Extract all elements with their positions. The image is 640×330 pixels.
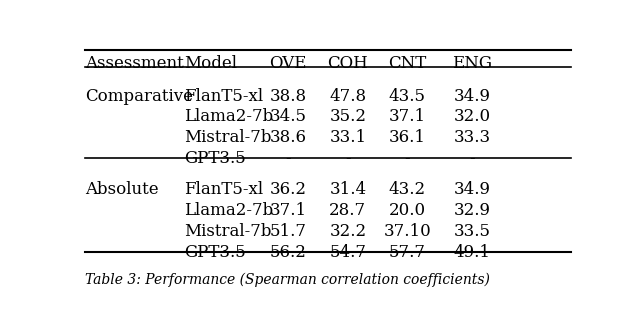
Text: 32.0: 32.0	[453, 109, 490, 125]
Text: -: -	[404, 150, 410, 167]
Text: 38.8: 38.8	[269, 87, 307, 105]
Text: Llama2-7b: Llama2-7b	[184, 202, 273, 219]
Text: 20.0: 20.0	[388, 202, 426, 219]
Text: -: -	[469, 150, 475, 167]
Text: CNT: CNT	[388, 55, 426, 72]
Text: GPT3.5: GPT3.5	[184, 244, 246, 261]
Text: 32.9: 32.9	[453, 202, 490, 219]
Text: OVE: OVE	[269, 55, 307, 72]
Text: Llama2-7b: Llama2-7b	[184, 109, 273, 125]
Text: Absolute: Absolute	[85, 182, 159, 198]
Text: 43.5: 43.5	[389, 87, 426, 105]
Text: 43.2: 43.2	[388, 182, 426, 198]
Text: Table 3: Performance (Spearman correlation coefficients): Table 3: Performance (Spearman correlati…	[85, 273, 490, 287]
Text: Mistral-7b: Mistral-7b	[184, 129, 271, 146]
Text: 56.2: 56.2	[270, 244, 307, 261]
Text: 28.7: 28.7	[329, 202, 367, 219]
Text: GPT3.5: GPT3.5	[184, 150, 246, 167]
Text: Comparative: Comparative	[85, 87, 193, 105]
Text: 33.3: 33.3	[453, 129, 490, 146]
Text: 34.9: 34.9	[453, 87, 490, 105]
Text: 51.7: 51.7	[270, 223, 307, 240]
Text: 37.1: 37.1	[269, 202, 307, 219]
Text: COH: COH	[328, 55, 368, 72]
Text: 38.6: 38.6	[270, 129, 307, 146]
Text: FlanT5-xl: FlanT5-xl	[184, 87, 263, 105]
Text: 35.2: 35.2	[330, 109, 366, 125]
Text: 34.5: 34.5	[270, 109, 307, 125]
Text: FlanT5-xl: FlanT5-xl	[184, 182, 263, 198]
Text: 32.2: 32.2	[329, 223, 367, 240]
Text: Mistral-7b: Mistral-7b	[184, 223, 271, 240]
Text: -: -	[345, 150, 351, 167]
Text: 33.5: 33.5	[453, 223, 490, 240]
Text: 37.10: 37.10	[383, 223, 431, 240]
Text: Assessment: Assessment	[85, 55, 184, 72]
Text: 57.7: 57.7	[389, 244, 426, 261]
Text: Model: Model	[184, 55, 237, 72]
Text: 47.8: 47.8	[329, 87, 367, 105]
Text: 33.1: 33.1	[329, 129, 367, 146]
Text: 36.1: 36.1	[389, 129, 426, 146]
Text: 36.2: 36.2	[270, 182, 307, 198]
Text: 49.1: 49.1	[453, 244, 490, 261]
Text: 34.9: 34.9	[453, 182, 490, 198]
Text: ENG: ENG	[452, 55, 492, 72]
Text: -: -	[285, 150, 291, 167]
Text: 37.1: 37.1	[388, 109, 426, 125]
Text: 31.4: 31.4	[329, 182, 367, 198]
Text: 54.7: 54.7	[330, 244, 366, 261]
